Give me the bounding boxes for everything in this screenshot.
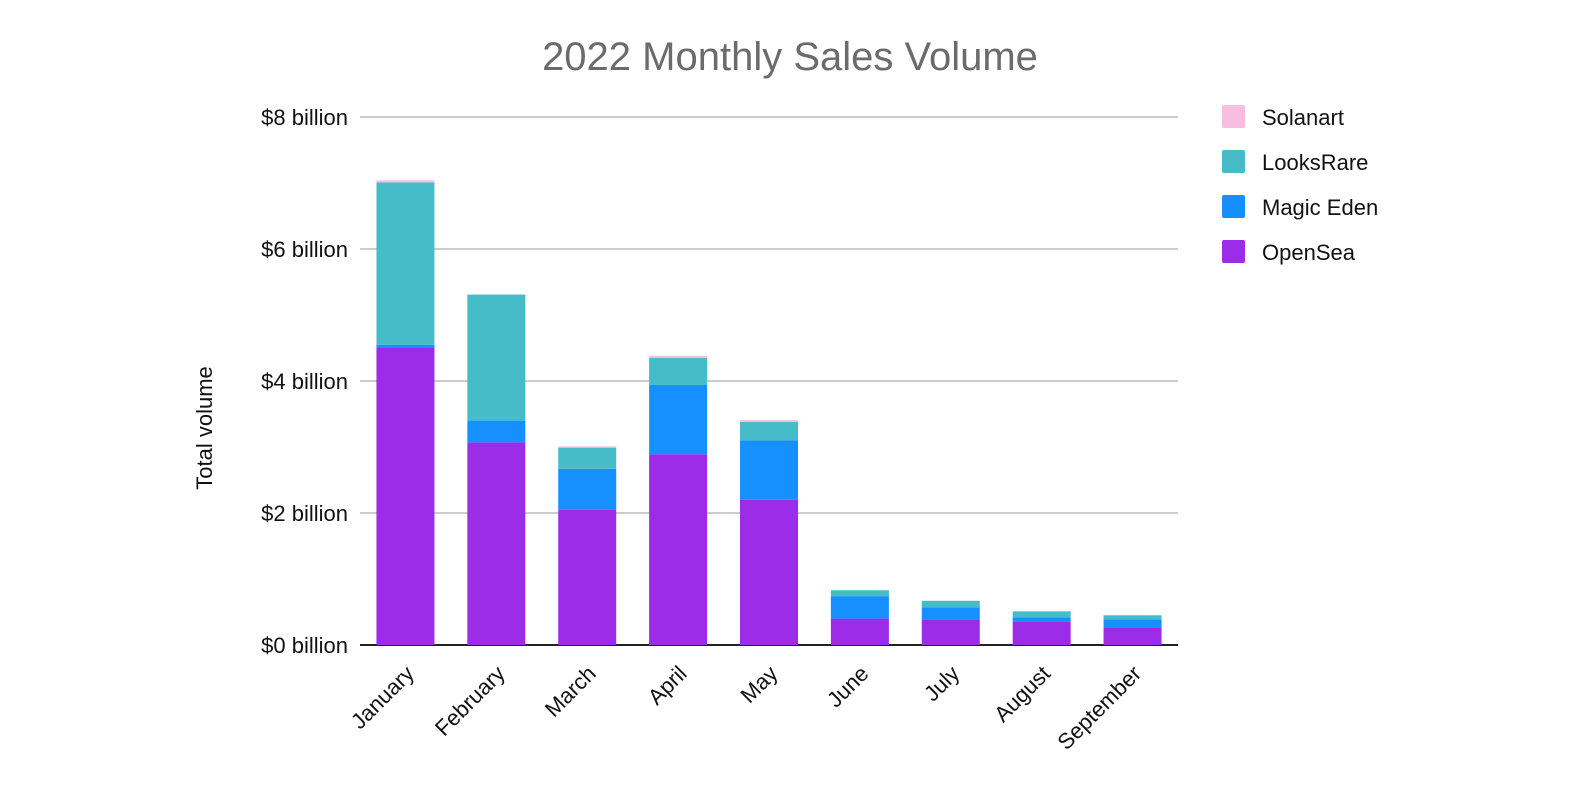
x-tick-label: January xyxy=(346,661,419,734)
bar-segment-opensea-july xyxy=(921,619,980,645)
chart-title: 2022 Monthly Sales Volume xyxy=(542,35,1038,79)
bar-segment-magic-eden-may xyxy=(740,440,798,500)
bar-segment-magic-eden-february xyxy=(467,420,526,443)
bar-segment-magic-eden-march xyxy=(558,468,617,510)
bar-segment-solanart-april xyxy=(649,355,708,358)
legend-label-magic-eden: Magic Eden xyxy=(1262,195,1378,220)
y-tick-label: $2 billion xyxy=(261,501,348,526)
bar-segment-magic-eden-april xyxy=(649,384,708,455)
legend-label-looksrare: LooksRare xyxy=(1262,150,1368,175)
x-tick-label: March xyxy=(540,661,601,722)
legend: Solanart LooksRare Magic Eden OpenSea xyxy=(1222,105,1378,265)
bar-segment-opensea-september xyxy=(1103,627,1162,645)
legend-swatch-magic-eden xyxy=(1222,195,1245,218)
bar-segment-magic-eden-july xyxy=(921,607,980,620)
x-tick-label: April xyxy=(643,661,692,710)
bar-segment-magic-eden-august xyxy=(1012,617,1071,622)
bar-segment-opensea-february xyxy=(467,442,526,645)
x-axis-ticks: January February March April May June July Augu… xyxy=(346,661,1146,755)
y-axis-ticks: $0 billion $2 billion $4 billion $6 billion… xyxy=(261,105,348,658)
bar-segment-looksrare-june xyxy=(830,590,889,597)
y-tick-label: $0 billion xyxy=(261,633,348,658)
y-tick-label: $6 billion xyxy=(261,237,348,262)
bar-segment-looksrare-august xyxy=(1012,611,1071,618)
legend-swatch-opensea xyxy=(1222,240,1245,263)
y-tick-label: $8 billion xyxy=(261,105,348,130)
x-tick-label: July xyxy=(919,661,964,706)
bar-segment-opensea-april xyxy=(649,454,708,645)
x-tick-label: February xyxy=(430,661,510,741)
legend-swatch-looksrare xyxy=(1222,150,1245,173)
y-tick-label: $4 billion xyxy=(261,369,348,394)
x-tick-label: June xyxy=(822,661,873,712)
bar-segment-solanart-may xyxy=(740,419,798,422)
bar-segment-looksrare-march xyxy=(558,447,617,469)
x-tick-label: August xyxy=(989,661,1055,727)
x-tick-label: May xyxy=(735,661,782,708)
bar-segment-magic-eden-september xyxy=(1103,619,1162,628)
bar-segment-opensea-may xyxy=(740,499,798,645)
bar-segment-magic-eden-january xyxy=(376,344,435,348)
bar-segment-solanart-march xyxy=(558,446,617,448)
bar-segment-opensea-june xyxy=(830,618,889,645)
bar-segment-magic-eden-june xyxy=(830,596,889,619)
bar-segment-opensea-august xyxy=(1012,621,1071,645)
bar-segment-looksrare-february xyxy=(467,294,526,421)
bar-segment-opensea-march xyxy=(558,509,617,645)
legend-swatch-solanart xyxy=(1222,105,1245,128)
bars xyxy=(376,180,1162,645)
bar-segment-looksrare-january xyxy=(376,182,435,345)
bar-segment-looksrare-september xyxy=(1103,615,1162,620)
bar-segment-looksrare-may xyxy=(740,421,798,441)
x-tick-label: September xyxy=(1052,661,1146,755)
y-axis-label: Total volume xyxy=(192,366,217,490)
bar-segment-solanart-january xyxy=(376,180,435,183)
bar-segment-looksrare-april xyxy=(649,357,708,385)
legend-label-solanart: Solanart xyxy=(1262,105,1344,130)
legend-label-opensea: OpenSea xyxy=(1262,240,1356,265)
bar-segment-looksrare-july xyxy=(921,600,980,608)
bar-segment-opensea-january xyxy=(376,348,435,645)
